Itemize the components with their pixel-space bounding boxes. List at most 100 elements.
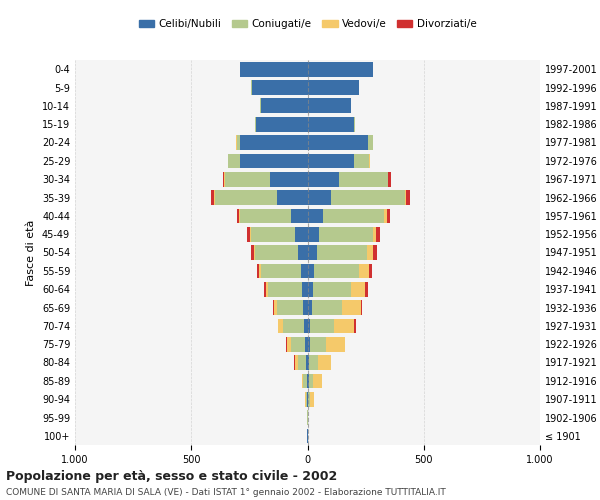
Bar	[354, 117, 355, 132]
Text: Popolazione per età, sesso e stato civile - 2002: Popolazione per età, sesso e stato civil…	[6, 470, 337, 483]
Bar	[308, 135, 368, 150]
Bar	[386, 208, 390, 223]
Bar	[308, 337, 310, 351]
Y-axis label: Fasce di età: Fasce di età	[26, 220, 36, 286]
Bar	[308, 227, 319, 242]
Bar	[229, 154, 240, 168]
Text: COMUNE DI SANTA MARIA DI SALA (VE) - Dati ISTAT 1° gennaio 2002 - Elaborazione T: COMUNE DI SANTA MARIA DI SALA (VE) - Dat…	[6, 488, 446, 497]
Bar	[295, 355, 298, 370]
Bar	[311, 300, 342, 315]
Bar	[254, 245, 255, 260]
Bar	[211, 190, 214, 205]
Bar	[237, 208, 239, 223]
Bar	[240, 62, 308, 76]
Bar	[314, 264, 359, 278]
Bar	[310, 318, 334, 333]
Bar	[250, 227, 251, 242]
Bar	[257, 264, 259, 278]
Bar	[310, 392, 314, 406]
Bar	[298, 245, 308, 260]
Bar	[308, 374, 313, 388]
Bar	[223, 172, 224, 186]
Bar	[405, 190, 406, 205]
Bar	[277, 190, 308, 205]
Bar	[256, 117, 308, 132]
Bar	[308, 117, 354, 132]
Bar	[260, 98, 261, 113]
Bar	[355, 318, 356, 333]
Bar	[307, 374, 308, 388]
Bar	[268, 282, 302, 296]
Bar	[388, 172, 391, 186]
Bar	[240, 208, 291, 223]
Bar	[247, 227, 250, 242]
Bar	[291, 337, 305, 351]
Bar	[406, 190, 410, 205]
Bar	[302, 282, 308, 296]
Bar	[368, 135, 373, 150]
Bar	[298, 355, 307, 370]
Bar	[368, 264, 372, 278]
Bar	[365, 282, 368, 296]
Bar	[319, 227, 373, 242]
Bar	[264, 282, 266, 296]
Bar	[313, 282, 351, 296]
Bar	[271, 172, 308, 186]
Bar	[306, 392, 307, 406]
Bar	[305, 337, 308, 351]
Bar	[351, 282, 365, 296]
Bar	[259, 264, 261, 278]
Bar	[308, 392, 310, 406]
Bar	[367, 245, 373, 260]
Bar	[295, 227, 308, 242]
Bar	[308, 190, 331, 205]
Bar	[326, 337, 345, 351]
Bar	[225, 172, 271, 186]
Bar	[373, 245, 377, 260]
Bar	[308, 300, 311, 315]
Bar	[287, 337, 291, 351]
Bar	[308, 208, 323, 223]
Bar	[350, 98, 351, 113]
Bar	[308, 264, 314, 278]
Bar	[303, 300, 308, 315]
Bar	[266, 282, 268, 296]
Bar	[310, 337, 326, 351]
Bar	[255, 245, 298, 260]
Bar	[308, 154, 354, 168]
Bar	[384, 208, 386, 223]
Bar	[283, 318, 304, 333]
Bar	[255, 117, 256, 132]
Bar	[303, 374, 307, 388]
Bar	[278, 318, 283, 333]
Bar	[361, 300, 362, 315]
Legend: Celibi/Nubili, Coniugati/e, Vedovi/e, Divorziati/e: Celibi/Nubili, Coniugati/e, Vedovi/e, Di…	[134, 15, 481, 34]
Bar	[302, 374, 303, 388]
Bar	[240, 154, 308, 168]
Bar	[334, 318, 355, 333]
Bar	[313, 374, 322, 388]
Bar	[344, 337, 346, 351]
Bar	[251, 227, 295, 242]
Bar	[291, 208, 308, 223]
Bar	[307, 355, 308, 370]
Bar	[277, 300, 303, 315]
Bar	[308, 355, 318, 370]
Bar	[308, 80, 359, 95]
Bar	[239, 208, 240, 223]
Bar	[308, 318, 310, 333]
Bar	[318, 355, 331, 370]
Bar	[236, 135, 240, 150]
Bar	[354, 154, 369, 168]
Bar	[342, 300, 361, 315]
Bar	[251, 245, 254, 260]
Bar	[308, 172, 339, 186]
Bar	[323, 208, 384, 223]
Bar	[373, 227, 376, 242]
Bar	[301, 264, 308, 278]
Bar	[215, 190, 277, 205]
Bar	[252, 80, 308, 95]
Bar	[261, 264, 301, 278]
Bar	[261, 98, 308, 113]
Bar	[339, 172, 388, 186]
